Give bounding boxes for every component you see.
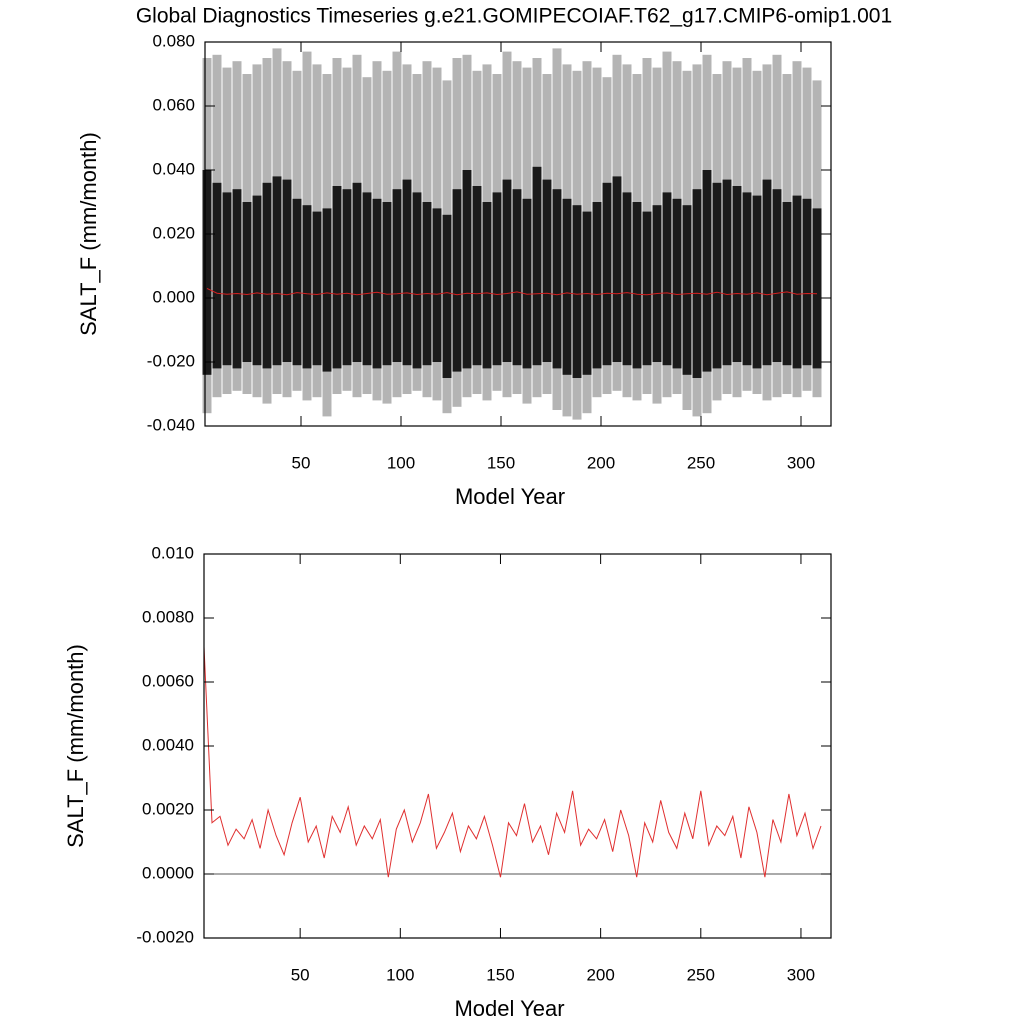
band-bar bbox=[462, 170, 472, 369]
band-bar bbox=[572, 205, 582, 378]
x-tick-label: 250 bbox=[687, 965, 715, 984]
x-tick-label: 100 bbox=[387, 453, 415, 472]
x-tick-label: 50 bbox=[291, 965, 310, 984]
band-bar bbox=[292, 198, 302, 366]
y-tick-label: 0.0080 bbox=[142, 607, 194, 626]
y-tick-label: 0.020 bbox=[152, 223, 195, 242]
y-axis-title: SALT_F (mm/month) bbox=[63, 644, 88, 848]
page-title: Global Diagnostics Timeseries g.e21.GOMI… bbox=[136, 5, 892, 28]
band-bar bbox=[562, 198, 572, 375]
band-bar bbox=[772, 189, 782, 362]
band-bar bbox=[792, 195, 802, 369]
plot-frame bbox=[203, 553, 832, 939]
band-bar bbox=[542, 179, 552, 362]
band-bar bbox=[762, 179, 772, 366]
x-tick-label: 250 bbox=[687, 453, 715, 472]
y-tick-label: -0.0020 bbox=[136, 927, 194, 946]
band-bar bbox=[742, 192, 752, 366]
band-bar bbox=[412, 192, 422, 369]
x-tick-label: 150 bbox=[486, 965, 514, 984]
x-tick-label: 300 bbox=[787, 453, 815, 472]
x-tick-label: 200 bbox=[587, 453, 615, 472]
band-bar bbox=[302, 205, 312, 369]
band-bar bbox=[422, 202, 432, 366]
x-tick-label: 50 bbox=[292, 453, 311, 472]
y-tick-label: 0.0060 bbox=[142, 671, 194, 690]
band-bar bbox=[602, 182, 612, 366]
band-bar bbox=[802, 198, 812, 366]
band-bar bbox=[212, 182, 222, 369]
band-bar bbox=[782, 202, 792, 366]
y-axis-title: SALT_F (mm/month) bbox=[76, 132, 101, 336]
band-bar bbox=[382, 202, 392, 366]
data-line bbox=[203, 646, 822, 878]
band-bar bbox=[682, 205, 692, 375]
x-axis-title: Model Year bbox=[455, 484, 565, 509]
band-bar bbox=[472, 186, 482, 366]
band-bar bbox=[482, 202, 492, 369]
band-bar bbox=[492, 192, 502, 366]
band-bar bbox=[202, 170, 212, 375]
band-bar bbox=[282, 179, 292, 362]
band-bar bbox=[612, 176, 622, 362]
band-bar bbox=[622, 192, 632, 366]
x-tick-label: 300 bbox=[787, 965, 815, 984]
band-bar bbox=[592, 202, 602, 369]
band-bar bbox=[372, 198, 382, 369]
band-bar bbox=[522, 198, 532, 369]
band-bar bbox=[332, 186, 342, 369]
x-axis-title: Model Year bbox=[454, 996, 564, 1021]
band-bar bbox=[222, 192, 232, 366]
y-tick-label: 0.080 bbox=[152, 31, 195, 50]
band-bar bbox=[662, 192, 672, 366]
y-tick-label: 0.0020 bbox=[142, 799, 194, 818]
band-bar bbox=[812, 208, 822, 369]
y-tick-label: 0.0040 bbox=[142, 735, 194, 754]
y-tick-label: 0.040 bbox=[152, 159, 195, 178]
band-bar bbox=[402, 179, 412, 366]
y-tick-label: -0.020 bbox=[147, 351, 195, 370]
y-tick-label: -0.040 bbox=[147, 415, 195, 434]
band-bar bbox=[432, 208, 442, 362]
band-bar bbox=[452, 189, 462, 372]
y-tick-label: 0.060 bbox=[152, 95, 195, 114]
band-bar bbox=[502, 179, 512, 362]
band-bar bbox=[702, 170, 712, 372]
band-bar bbox=[532, 166, 542, 366]
band-bar bbox=[442, 214, 452, 378]
y-tick-label: 0.000 bbox=[152, 287, 195, 306]
band-bar bbox=[712, 182, 722, 369]
band-bar bbox=[272, 176, 282, 366]
band-bar bbox=[692, 189, 702, 378]
band-bar bbox=[242, 202, 252, 362]
x-tick-label: 150 bbox=[487, 453, 515, 472]
band-bar bbox=[722, 179, 732, 366]
band-bar bbox=[342, 189, 352, 366]
band-bar bbox=[732, 186, 742, 362]
band-bar bbox=[632, 202, 642, 369]
band-bar bbox=[552, 189, 562, 369]
band-bar bbox=[652, 205, 662, 362]
x-tick-label: 200 bbox=[586, 965, 614, 984]
band-bar bbox=[252, 195, 262, 366]
y-tick-label: 0.010 bbox=[151, 543, 194, 562]
band-bar bbox=[232, 189, 242, 369]
band-bar bbox=[512, 189, 522, 366]
band-bar bbox=[322, 208, 332, 372]
band-bar bbox=[362, 192, 372, 366]
band-bar bbox=[752, 195, 762, 369]
y-tick-label: 0.0000 bbox=[142, 863, 194, 882]
band-bar bbox=[262, 182, 272, 369]
x-tick-label: 100 bbox=[386, 965, 414, 984]
data-line bbox=[206, 287, 818, 296]
band-bar bbox=[642, 211, 652, 366]
band-bar bbox=[392, 189, 402, 362]
band-bar bbox=[672, 198, 682, 369]
band-bar bbox=[312, 211, 322, 366]
band-bar bbox=[352, 182, 362, 362]
